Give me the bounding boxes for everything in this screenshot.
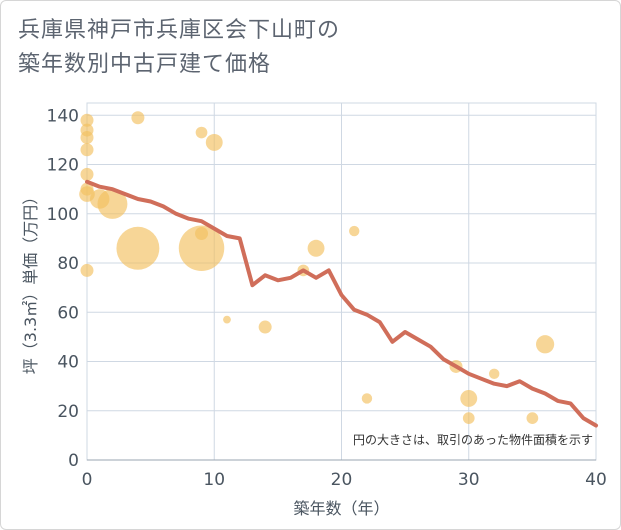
chart-title: 兵庫県神戸市兵庫区会下山町の 築年数別中古戸建て価格 [18,14,340,82]
data-bubble [80,113,94,127]
grid [86,102,597,461]
data-bubble [349,225,360,237]
data-bubble [258,320,272,334]
data-bubble [307,239,325,257]
bubble-series [79,111,555,424]
data-bubble [80,130,94,144]
data-bubble [460,389,478,407]
trend-line [85,179,598,428]
x-tick-label: 10 [203,470,225,490]
y-tick-label: 40 [57,353,79,373]
data-bubble [462,412,475,424]
y-tick-label: 60 [57,303,79,323]
data-bubble [489,368,500,380]
y-tick-label: 0 [68,451,79,471]
data-bubble [178,225,225,272]
data-bubble [536,335,555,354]
chart-title-line-1: 兵庫県神戸市兵庫区会下山町の [18,18,341,43]
y-axis-label: 坪（3.3㎡）単価（万円） [21,189,40,374]
data-bubble [361,393,373,404]
x-tick-label: 0 [82,470,93,490]
data-bubble [223,315,231,324]
size-note: 円の大きさは、取引のあった物件面積を示す [353,432,593,447]
y-tick-label: 100 [47,205,79,225]
data-bubble [80,143,94,157]
trend-line-series [85,179,598,428]
data-bubble [80,263,94,277]
chart-title-line-2: 築年数別中古戸建て価格 [18,52,272,77]
data-bubble [97,188,128,219]
data-bubble [116,226,160,270]
x-tick-label: 40 [585,470,607,490]
data-bubble [205,133,223,151]
x-axis-label: 築年数（年） [293,499,389,518]
data-bubble [195,126,208,139]
y-tick-label: 20 [57,402,79,422]
data-bubble [131,111,145,125]
y-tick-label: 120 [47,156,79,176]
data-bubble [526,412,539,424]
x-tick-label: 20 [331,470,353,490]
data-bubble [80,167,94,181]
y-tick-label: 140 [47,106,79,126]
x-tick-label: 30 [458,470,480,490]
y-tick-label: 80 [57,254,79,274]
tick-labels: 0 20 40 60 80 100 120 140 0 10 20 30 40 [47,106,607,490]
